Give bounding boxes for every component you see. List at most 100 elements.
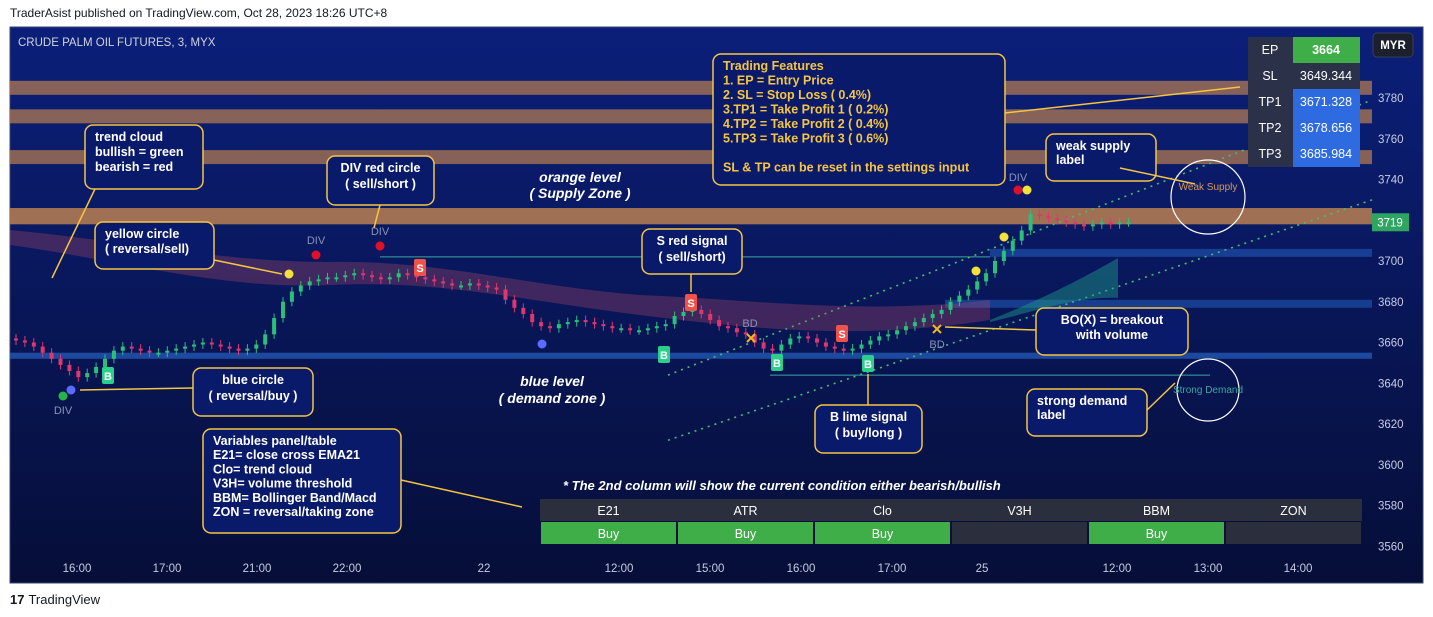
annotation-b-lime-line: B lime signal [830, 410, 907, 424]
candle [708, 313, 713, 321]
blue-level-subtitle: ( demand zone ) [499, 390, 606, 406]
supply-zone [10, 208, 1372, 225]
annotation-breakout-line: with volume [1075, 328, 1148, 342]
y-tick-label: 3700 [1378, 256, 1404, 268]
annotation-variables-box [202, 428, 402, 534]
candle [637, 330, 641, 333]
candle [930, 313, 935, 319]
annotation-variables-line: E21= close cross EMA21 [213, 448, 360, 462]
candle [966, 289, 971, 296]
candle [699, 309, 704, 314]
candle [1082, 224, 1086, 227]
candle [619, 328, 624, 331]
candle [797, 336, 802, 339]
annotation-trend-cloud-line: trend cloud [95, 130, 163, 144]
blue-circle [537, 339, 547, 349]
candle [138, 348, 143, 351]
candle [610, 326, 615, 329]
candle [129, 346, 134, 349]
variables-header-cell [540, 499, 677, 521]
trade-table-label-cell [1248, 63, 1293, 89]
bd-label: BD [742, 318, 757, 330]
variables-value: Buy [1146, 527, 1168, 541]
annotation-variables-line: Variables panel/table [213, 434, 337, 448]
blue-level-title: blue level [520, 373, 585, 389]
variables-value-cell [541, 522, 676, 544]
sell-signal-box [836, 325, 848, 342]
y-tick-label: 3760 [1378, 134, 1404, 146]
candle [806, 336, 811, 339]
y-tick-label: 3780 [1378, 93, 1404, 105]
candle [1064, 220, 1069, 223]
candle [868, 340, 873, 345]
x-tick-label: 12:00 [605, 563, 634, 575]
trade-table-label-cell [1248, 37, 1293, 63]
pointer-blue-circle [79, 387, 194, 391]
candle [645, 328, 650, 331]
trade-table-value: 3678.656 [1300, 121, 1352, 135]
candle [325, 277, 330, 280]
candle [601, 324, 606, 327]
candle [352, 273, 357, 276]
annotation-variables-line: Clo= trend cloud [213, 462, 312, 476]
candle [343, 275, 348, 278]
last-price-badge [1372, 213, 1409, 232]
variables-value-cell [1089, 522, 1224, 544]
annotation-strong-demand-line: strong demand [1037, 394, 1127, 408]
variables-header: E21 [597, 504, 619, 518]
footer-brand: TradingView [28, 592, 101, 607]
candle [628, 328, 633, 331]
x-tick-label: 22 [478, 563, 491, 575]
candle [58, 358, 63, 365]
candle [1001, 250, 1006, 261]
candle [334, 277, 339, 280]
trade-table-label: TP1 [1259, 95, 1282, 109]
candle [147, 350, 152, 353]
weak-supply-ring [1170, 159, 1246, 235]
x-tick-label: 13:00 [1194, 563, 1223, 575]
candle [272, 318, 277, 335]
candle [654, 326, 659, 329]
candle [1117, 222, 1122, 225]
candle [476, 283, 481, 286]
candle [200, 342, 205, 345]
blue-level-1 [990, 248, 1372, 257]
candle [681, 311, 686, 317]
trend-cloud-bearish [10, 230, 990, 332]
pointer-trading-features [1004, 86, 1241, 114]
buy-signal-box [658, 346, 670, 363]
publisher-line: TraderAsist published on TradingView.com… [10, 6, 388, 20]
symbol-title: CRUDE PALM OIL FUTURES, 3, MYX [18, 37, 216, 49]
candle [788, 338, 793, 345]
variables-header-cell [677, 499, 814, 521]
candle [850, 348, 855, 351]
pointer-div-red [373, 204, 381, 229]
candle [218, 344, 223, 347]
annotation-trading-features-line: SL & TP can be reset in the settings inp… [723, 161, 970, 175]
candle [886, 334, 891, 337]
candle [957, 295, 962, 302]
x-tick-label: 15:00 [696, 563, 725, 575]
annotation-trading-features-line: 3.TP1 = Take Profit 1 ( 0.2%) [723, 103, 888, 117]
annotation-trading-features-line: 1. EP = Entry Price [723, 74, 834, 88]
candle [370, 275, 374, 278]
variables-value-cell [1226, 522, 1361, 544]
candle [512, 299, 517, 308]
annotation-div-red-line: ( sell/short ) [345, 177, 416, 191]
y-tick-label: 3580 [1378, 501, 1404, 513]
candle [423, 277, 428, 280]
candle [734, 328, 739, 333]
variables-header: V3H [1007, 504, 1031, 518]
trade-table-label: EP [1262, 43, 1279, 57]
channel-lower [667, 199, 1373, 442]
candle [904, 326, 908, 331]
candle [815, 338, 819, 343]
candle [85, 373, 90, 378]
candle [1046, 216, 1051, 219]
candle [530, 313, 535, 323]
candle [396, 273, 401, 278]
bd-label: BD [929, 339, 944, 351]
annotation-trading-features-line: 5.TP3 = Take Profit 3 ( 0.6%) [723, 132, 888, 146]
annotation-trading-features-line: 4.TP2 = Take Profit 2 ( 0.4%) [723, 117, 888, 131]
